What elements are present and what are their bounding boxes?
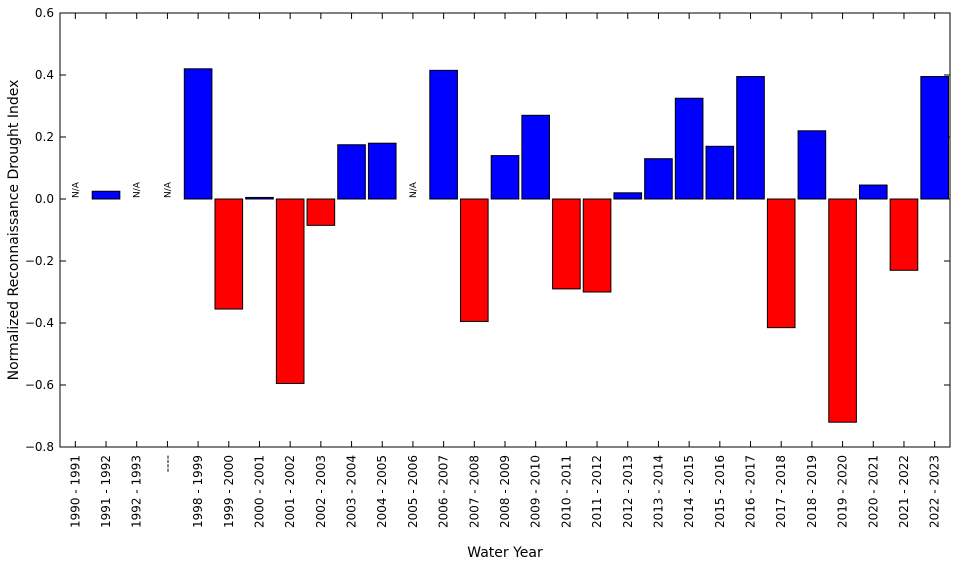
x-tick-label: 2012 - 2013	[621, 455, 635, 528]
y-tick-label: −0.6	[25, 378, 54, 392]
x-tick-label: 1998 - 1999	[191, 455, 205, 528]
x-tick-label: ----	[160, 455, 174, 472]
bar	[828, 198, 857, 423]
x-tick-label: 2013 - 2014	[651, 455, 665, 528]
bar	[889, 198, 919, 271]
bar	[858, 184, 888, 200]
y-tick-label: 0.4	[35, 68, 54, 82]
bar	[736, 76, 765, 200]
bar	[613, 192, 643, 200]
x-tick-label: 2004 - 2005	[375, 455, 389, 528]
bar	[214, 198, 244, 310]
x-tick-label: 2016 - 2017	[744, 455, 758, 528]
bar	[91, 190, 121, 200]
bar	[460, 198, 489, 322]
bar	[337, 144, 366, 200]
x-tick-label: 2003 - 2004	[345, 455, 359, 528]
x-tick-label: 2015 - 2016	[713, 455, 727, 528]
y-tick-label: −0.4	[25, 316, 54, 330]
y-axis-label: Normalized Reconnaissance Drought Index	[6, 80, 22, 381]
bar	[644, 158, 673, 200]
x-tick-label: 2001 - 2002	[283, 455, 297, 528]
x-tick-label: 2011 - 2012	[590, 455, 604, 528]
bar	[306, 198, 336, 226]
x-tick-label: 2014 - 2015	[682, 455, 696, 528]
x-tick-label: 1991 - 1992	[99, 455, 113, 528]
y-tick-label: 0.0	[35, 192, 54, 206]
x-tick-label: 2018 - 2019	[805, 455, 819, 528]
bar	[521, 114, 551, 200]
y-tick-label: −0.2	[25, 254, 54, 268]
value-label: N/A	[71, 181, 81, 198]
x-tick-label: 2009 - 2010	[529, 455, 543, 528]
x-tick-label: 1990 - 1991	[68, 455, 82, 528]
x-tick-label: 2007 - 2008	[467, 455, 481, 528]
y-tick-label: 0.2	[35, 130, 54, 144]
value-label: N/A	[409, 181, 419, 198]
x-tick-label: 2005 - 2006	[406, 455, 420, 528]
x-tick-label: 1992 - 1993	[130, 455, 144, 528]
bar	[552, 198, 581, 290]
x-tick-label: 2017 - 2018	[774, 455, 788, 528]
x-tick-label: 2020 - 2021	[866, 455, 880, 528]
x-tick-label: 2006 - 2007	[437, 455, 451, 528]
bar	[275, 198, 305, 384]
x-tick-label: 2010 - 2011	[559, 455, 573, 528]
x-tick-label: 2019 - 2020	[836, 455, 850, 528]
y-tick-label: 0.6	[35, 6, 54, 20]
bar	[490, 155, 520, 200]
x-tick-label: 2002 - 2003	[314, 455, 328, 528]
bar	[429, 69, 458, 200]
x-tick-label: 2022 - 2023	[928, 455, 942, 528]
bar	[920, 76, 949, 200]
bar	[766, 198, 796, 329]
value-label: N/A	[163, 181, 173, 198]
x-axis-label: Water Year	[467, 545, 543, 561]
bar	[674, 97, 704, 200]
bar	[183, 68, 213, 200]
bar	[367, 142, 397, 200]
x-tick-label: 2000 - 2001	[252, 455, 266, 528]
bar	[705, 145, 735, 200]
x-tick-label: 1999 - 2000	[222, 455, 236, 528]
y-tick-label: −0.8	[25, 440, 54, 454]
bar	[245, 196, 274, 200]
bar	[797, 130, 827, 200]
x-tick-label: 2008 - 2009	[498, 455, 512, 528]
plot-frame	[59, 12, 951, 448]
value-label: N/A	[133, 181, 143, 198]
bar	[582, 198, 612, 293]
x-tick-label: 2021 - 2022	[897, 455, 911, 528]
